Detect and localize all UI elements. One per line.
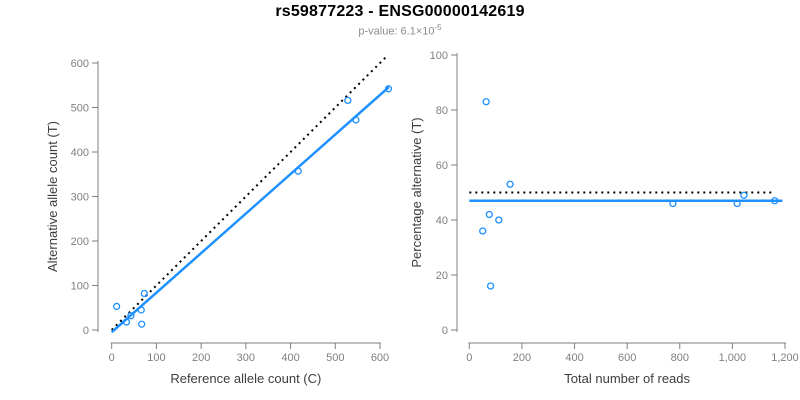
figure-title: rs59877223 - ENSG00000142619 — [275, 3, 525, 20]
y-tick-label: 0 — [83, 325, 89, 337]
y-tick-label: 0 — [442, 325, 448, 337]
plot-percentage-vs-reads-scatter: 0 20 40 60 80 100 0 200 400 600 800 1,000 1,200 Total… — [409, 50, 799, 386]
x-tick-label: 200 — [513, 352, 531, 364]
x-tick-label: 1,000 — [719, 352, 747, 364]
data-point — [733, 199, 741, 208]
lines — [110, 55, 390, 334]
x-axis-title: Total number of reads — [564, 371, 690, 386]
x-tick-label: 1,200 — [771, 352, 799, 364]
data-point — [771, 197, 779, 205]
data-point — [127, 312, 135, 320]
data-points — [479, 98, 779, 290]
y-tick-label: 300 — [71, 192, 89, 204]
y-axis-title: Percentage alternative (T) — [409, 117, 424, 267]
data-point — [485, 210, 493, 219]
x-tick-label: 800 — [671, 352, 689, 364]
x-tick-label: 600 — [618, 352, 636, 364]
regression-line — [110, 86, 390, 334]
x-tick-label: 400 — [565, 352, 583, 364]
x-tick-label: 400 — [281, 352, 299, 364]
x-tick-label: 100 — [147, 352, 165, 364]
pvalue-text: p-value: 6.1×10 — [358, 25, 435, 38]
x-tick-label: 500 — [326, 352, 344, 364]
data-point — [506, 180, 514, 188]
data-point — [344, 96, 352, 105]
x-axis: 0 100 200 300 400 500 600 — [109, 342, 389, 364]
y-axis-title: Alternative allele count (T) — [45, 121, 60, 272]
plot-allele-counts-scatter: 0 100 200 300 400 500 600 0 100 200 300 400 500 600 Re… — [45, 55, 393, 386]
x-axis-title: Reference allele count (C) — [170, 371, 321, 386]
y-tick-label: 400 — [71, 147, 89, 159]
y-tick-label: 600 — [71, 58, 89, 70]
y-tick-label: 60 — [436, 160, 448, 172]
x-tick-label: 0 — [109, 352, 115, 364]
x-tick-label: 0 — [466, 352, 472, 364]
data-point — [137, 306, 145, 314]
figure-subtitle: p-value: 6.1×10-5 — [0, 23, 800, 38]
y-axis: 0 100 200 300 400 500 600 — [71, 58, 99, 337]
y-tick-label: 100 — [71, 281, 89, 293]
data-point — [669, 199, 677, 208]
data-point — [352, 116, 360, 124]
lines — [469, 191, 783, 202]
pvalue-exponent: -5 — [434, 23, 442, 32]
y-tick-label: 40 — [436, 215, 448, 227]
data-point — [482, 98, 490, 106]
y-tick-label: 100 — [430, 50, 448, 62]
y-axis: 0 20 40 60 80 100 — [430, 50, 458, 337]
y-tick-label: 200 — [71, 236, 89, 248]
y-tick-label: 80 — [436, 105, 448, 117]
data-point — [495, 216, 503, 224]
data-point — [294, 167, 302, 175]
data-point — [384, 85, 393, 93]
data-point — [122, 318, 131, 326]
y-tick-label: 20 — [436, 270, 448, 282]
data-point — [140, 289, 148, 298]
data-points — [112, 85, 393, 328]
identity-line — [110, 55, 388, 331]
data-point — [112, 302, 121, 311]
x-axis: 0 200 400 600 800 1,000 1,200 — [466, 342, 799, 364]
x-tick-label: 300 — [237, 352, 255, 364]
y-tick-label: 500 — [71, 103, 89, 115]
data-point — [138, 320, 146, 328]
x-tick-label: 600 — [371, 352, 389, 364]
data-point — [486, 282, 495, 290]
x-tick-label: 200 — [192, 352, 210, 364]
data-point — [740, 191, 748, 199]
data-point — [479, 227, 487, 235]
